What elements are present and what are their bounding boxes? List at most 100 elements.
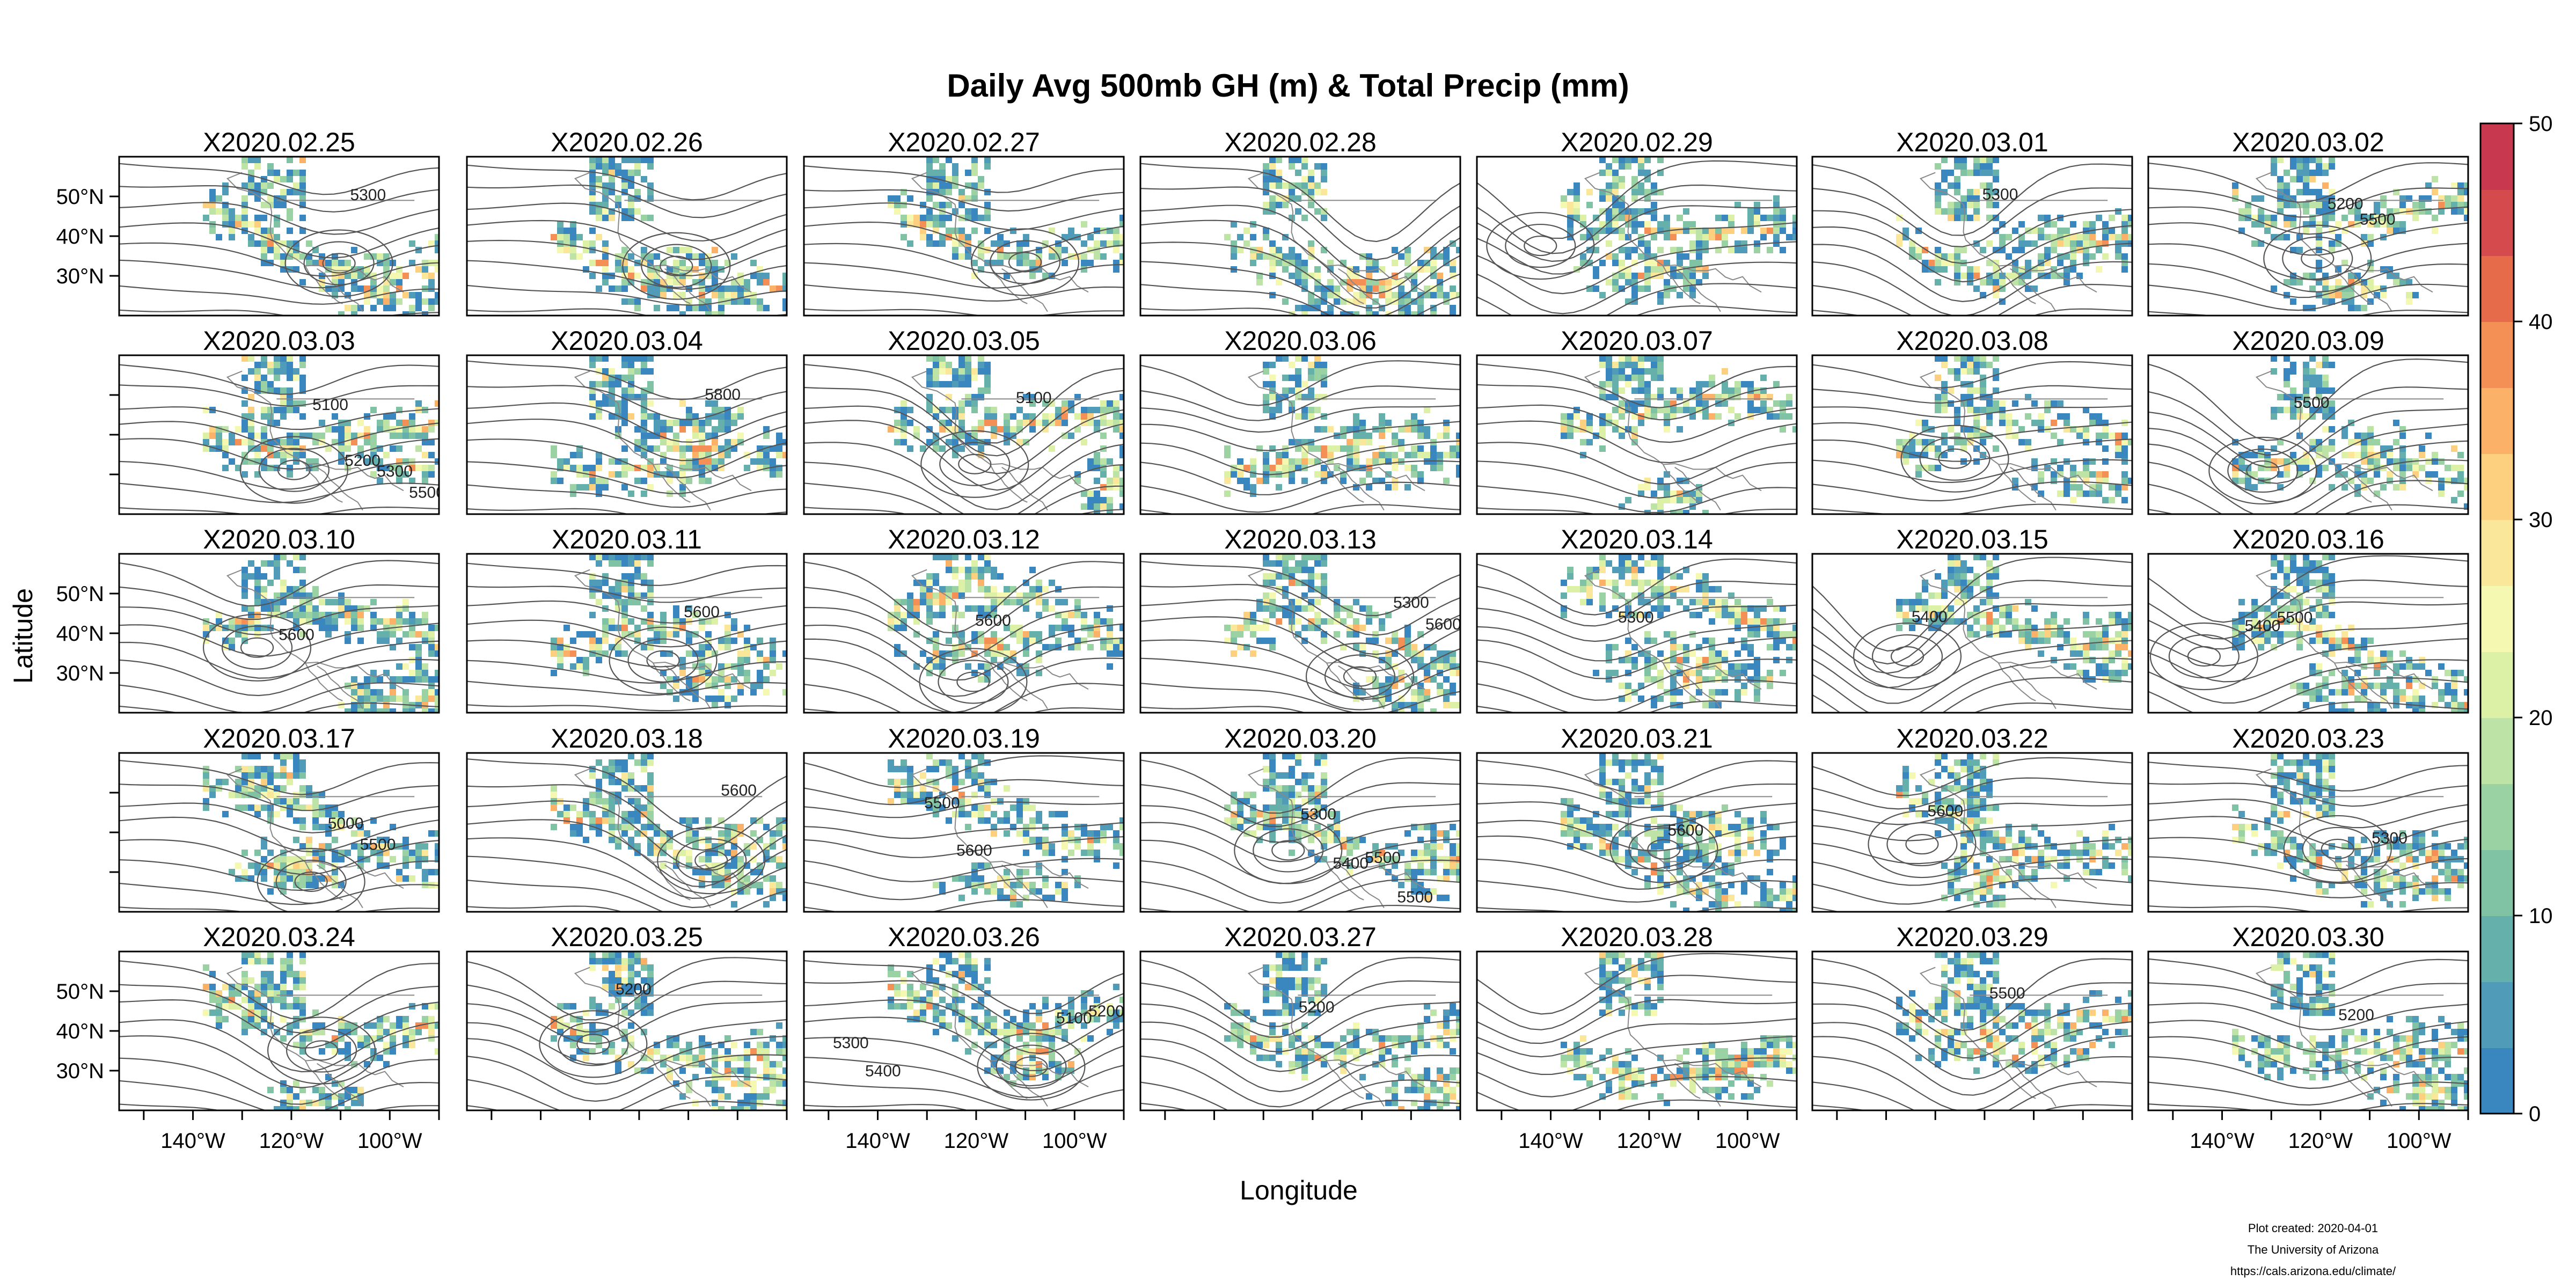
precip-cell (428, 650, 435, 657)
precip-cell (1295, 413, 1301, 420)
precip-cell (1327, 452, 1334, 458)
precip-cell (628, 573, 634, 580)
precip-cell (2464, 208, 2468, 215)
precip-cell (596, 157, 602, 163)
precip-cell (2057, 240, 2063, 247)
precip-cell (1606, 381, 1612, 387)
precip-cell (1010, 631, 1016, 638)
precip-cell (261, 247, 267, 253)
precip-cell (1606, 182, 1612, 189)
precip-cell (991, 426, 997, 433)
precip-cell (1346, 445, 1353, 452)
precip-cell (280, 362, 287, 368)
precip-cell (1980, 362, 1986, 368)
precip-cell (280, 176, 287, 182)
precip-cell (628, 157, 634, 163)
precip-cell (2341, 215, 2348, 221)
precip-cell (1651, 407, 1657, 413)
precip-cell (338, 445, 345, 452)
precip-cell (1677, 228, 1683, 234)
precip-field (1561, 157, 1797, 305)
precip-cell (2089, 420, 2096, 426)
contour-label: 5200 (345, 452, 380, 470)
precip-cell (1741, 618, 1747, 625)
precip-cell (1263, 452, 1269, 458)
precip-cell (615, 644, 621, 650)
precip-cell (2018, 247, 2025, 253)
precip-cell (241, 215, 248, 221)
precip-cell (1308, 580, 1314, 586)
precip-cell (1263, 407, 1269, 413)
precip-cell (933, 663, 939, 670)
precip-cell (1631, 612, 1638, 618)
precip-cell (2393, 484, 2399, 491)
precip-cell (2341, 452, 2348, 458)
precip-cell (939, 599, 946, 605)
precip-cell (583, 670, 589, 676)
precip-cell (1308, 554, 1314, 560)
precip-cell (699, 426, 705, 433)
precip-cell (415, 445, 422, 452)
precip-cell (958, 362, 965, 368)
precip-cell (2089, 253, 2096, 260)
precip-cell (1094, 420, 1100, 426)
precip-cell (364, 696, 370, 702)
precip-cell (1263, 573, 1269, 580)
precip-cell (763, 689, 770, 696)
precip-cell (396, 625, 402, 631)
precip-cell (370, 452, 377, 458)
precip-cell (2406, 298, 2412, 305)
precip-cell (1359, 298, 1366, 305)
precip-cell (2083, 234, 2089, 240)
precip-cell (596, 413, 602, 420)
precip-cell (1677, 426, 1683, 433)
precip-cell (991, 599, 997, 605)
precip-cell (952, 176, 958, 182)
precip-cell (1068, 400, 1074, 407)
precip-cell (1954, 368, 1960, 375)
precip-cell (750, 298, 757, 305)
precip-cell (2096, 247, 2102, 253)
precip-cell (750, 260, 757, 266)
precip-cell (1250, 253, 1256, 260)
precip-cell (1631, 292, 1638, 298)
precip-cell (351, 305, 357, 311)
precip-cell (229, 439, 235, 445)
precip-cell (2121, 471, 2128, 478)
precip-cell (1353, 599, 1359, 605)
precip-cell (920, 599, 926, 605)
gh-contour-line (1812, 283, 2132, 316)
precip-cell (1973, 170, 1980, 176)
coastline (317, 268, 363, 312)
precip-cell (1119, 484, 1124, 491)
precip-cell (718, 689, 724, 696)
precip-cell (1119, 465, 1124, 471)
precip-cell (596, 163, 602, 170)
precip-cell (254, 599, 261, 605)
precip-cell (920, 221, 926, 228)
precip-cell (971, 560, 978, 567)
precip-cell (939, 381, 946, 387)
precip-cell (1295, 260, 1301, 266)
precip-cell (2290, 368, 2296, 375)
precip-cell (933, 644, 939, 650)
precip-cell (907, 407, 913, 413)
precip-cell (274, 407, 280, 413)
precip-cell (2412, 208, 2419, 215)
precip-cell (952, 573, 958, 580)
precip-cell (699, 273, 705, 279)
precip-cell (1709, 413, 1715, 420)
precip-cell (325, 631, 332, 638)
precip-cell (1644, 228, 1651, 234)
precip-field (551, 554, 787, 708)
precip-cell (1941, 362, 1948, 368)
precip-cell (602, 554, 609, 560)
precip-cell (415, 696, 422, 702)
precip-cell (718, 426, 724, 433)
precip-cell (602, 478, 609, 484)
precip-cell (965, 375, 971, 381)
precip-cell (1619, 567, 1625, 573)
coastline (574, 172, 691, 304)
precip-cell (415, 670, 422, 676)
gh-contour-line (2148, 187, 2468, 218)
